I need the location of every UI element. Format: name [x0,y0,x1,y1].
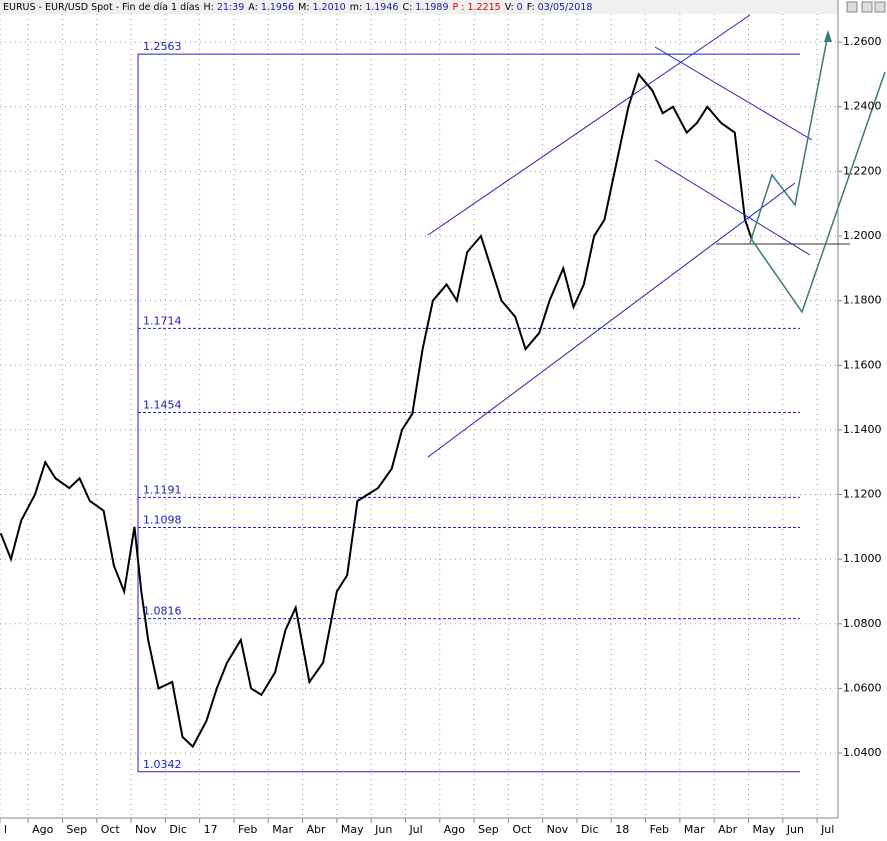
x-tick-label: Mar [272,823,293,836]
y-tick-label: 1.1000 [843,552,882,565]
x-tick-label: 18 [615,823,629,836]
projection [749,33,829,244]
x-tick-label: Abr [718,823,738,836]
header-text: 1.1956 [261,2,294,13]
price-line [0,72,753,749]
header-text: 21:39 [217,2,244,13]
header-text: 1.2010 [312,2,345,13]
x-tick-label: Jun [374,823,392,836]
y-tick-label: 1.2400 [843,100,882,113]
header-text: V: [505,2,514,13]
y-tick-label: 1.1400 [843,423,882,436]
button[interactable] [874,1,886,13]
x-tick-label: Ago [444,823,466,836]
x-tick-label: Jun [786,823,804,836]
projection [751,71,886,314]
header-text: A: [248,2,258,13]
y-tick-label: 1.0600 [843,681,882,694]
x-tick-label: Sep [478,823,499,836]
y-tick-label: 1.1600 [843,358,882,371]
x-tick-label: May [752,823,775,836]
header-text: 03/05/2018 [538,2,593,13]
y-tick-label: 1.2600 [843,35,882,48]
header-text: P : [453,2,465,13]
trendline [427,14,751,236]
y-tick-label: 1.0400 [843,746,882,759]
level-label: 1.0816 [143,605,182,618]
x-tick-label: Abr [307,823,327,836]
header-text: 0 [517,2,523,13]
button[interactable] [861,1,873,13]
trendline [427,182,796,458]
level-label: 1.0342 [143,758,182,771]
header-text: 1.1946 [365,2,398,13]
header-text: EURUS - EUR/USD Spot - Fin de día 1 días [3,2,200,13]
arrowhead [824,30,832,42]
x-tick-label: Nov [135,823,157,836]
header-text: 1.1989 [415,2,448,13]
x-tick-label: Oct [101,823,121,836]
x-tick-label: Mar [684,823,705,836]
x-tick-label: Ago [32,823,54,836]
trendline [654,46,813,141]
y-tick-label: 1.2000 [843,229,882,242]
button[interactable] [846,1,858,13]
x-axis-area [0,818,887,837]
y-tick-label: 1.0800 [843,617,882,630]
header-text: C: [402,2,412,13]
x-tick-label: Feb [650,823,669,836]
trendlines [427,14,886,458]
header-text: 1.2215 [467,2,500,13]
x-tick-label: Jul [408,823,422,836]
level-label: 1.1191 [143,483,182,496]
trendline [654,159,811,256]
x-tick-label: May [341,823,364,836]
x-tick-label: 17 [204,823,218,836]
x-tick-label: Nov [547,823,569,836]
level-label: 1.2563 [143,40,182,53]
x-tick-label: l [4,823,7,836]
header-bar [0,0,838,14]
y-tick-label: 1.1200 [843,488,882,501]
header-text: F: [527,2,535,13]
y-tick-label: 1.1800 [843,294,882,307]
x-tick-label: Dic [581,823,599,836]
y-tick-label: 1.2200 [843,164,882,177]
x-tick-label: Dic [169,823,187,836]
x-tick-label: Jul [820,823,834,836]
level-label: 1.1714 [143,314,182,327]
level-label: 1.1098 [143,513,182,526]
level-label: 1.1454 [143,398,182,411]
x-tick-label: Oct [512,823,532,836]
x-tick-label: Sep [66,823,87,836]
header: EURUS - EUR/USD Spot - Fin de día 1 días… [3,2,592,13]
header-text: M: [298,2,309,13]
header-text: H: [204,2,214,13]
header-text: m: [350,2,362,13]
x-tick-label: Feb [238,823,257,836]
